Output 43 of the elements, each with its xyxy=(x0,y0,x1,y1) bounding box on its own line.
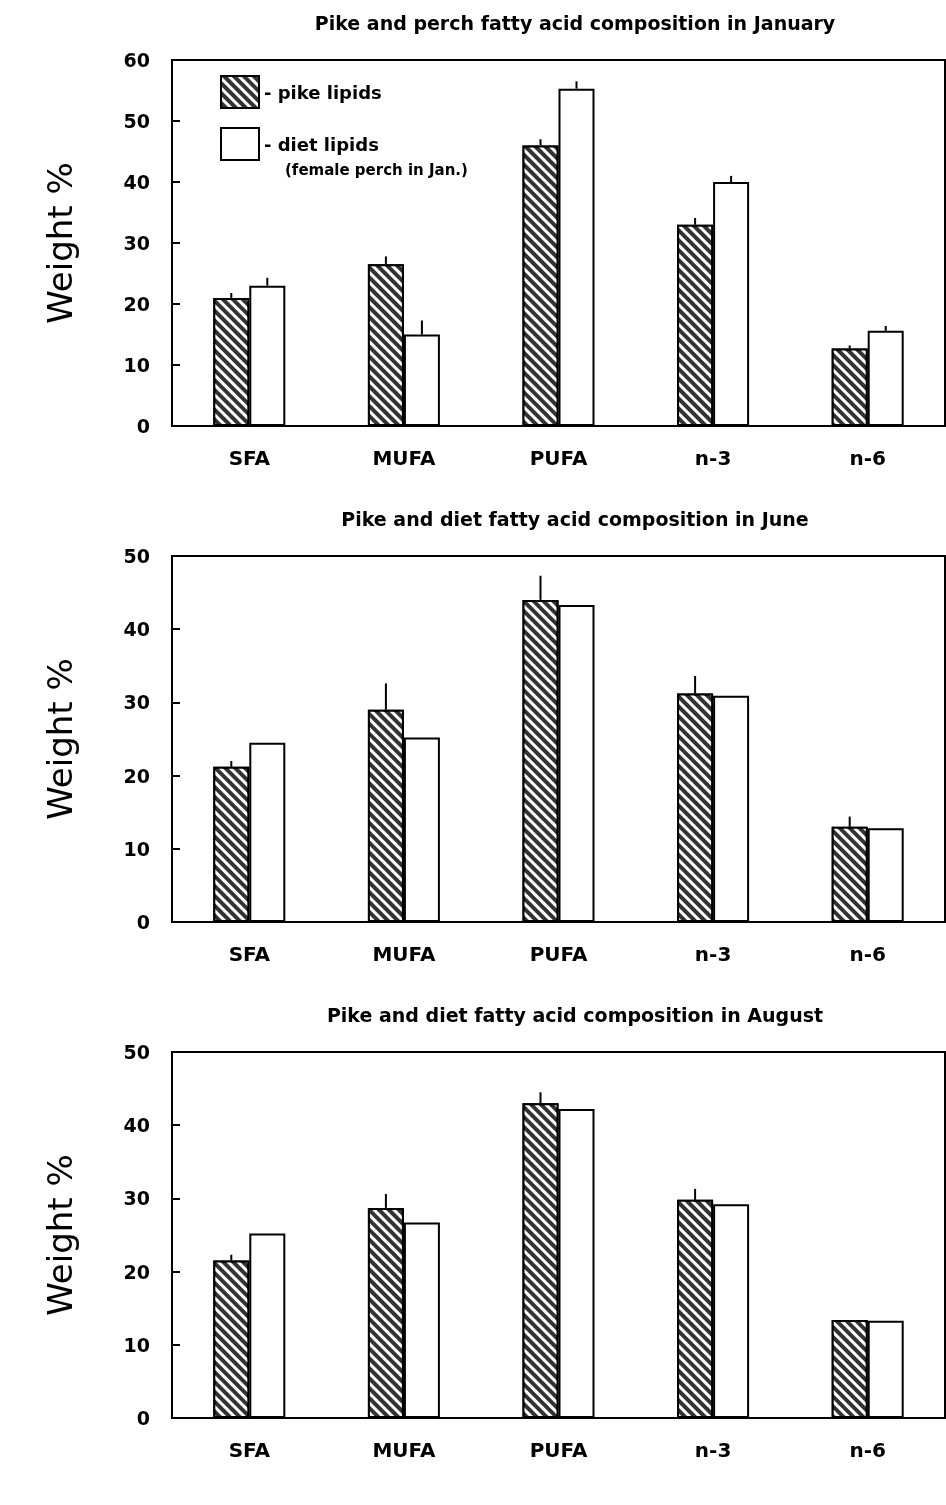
y-tick-label: 0 xyxy=(136,415,150,437)
y-tick-label: 50 xyxy=(123,1041,150,1063)
y-tick-label: 30 xyxy=(123,1187,150,1210)
y-tick-label: 10 xyxy=(123,837,150,860)
y-tick-label: 50 xyxy=(123,545,150,567)
y-tick-label: 50 xyxy=(123,110,150,132)
x-tick-label: n-6 xyxy=(849,446,886,470)
chart-title: Pike and perch fatty acid composition in January xyxy=(314,11,836,34)
y-tick-label: 0 xyxy=(136,1407,150,1429)
y-tick-label: 20 xyxy=(123,764,150,787)
y-tick-label: 10 xyxy=(123,1333,150,1356)
x-tick-label: n-6 xyxy=(849,942,886,966)
y-tick-label: 0 xyxy=(136,911,150,933)
y-tick-label: 20 xyxy=(123,1260,150,1283)
x-tick-label: MUFA xyxy=(372,1438,436,1462)
x-tick-label: SFA xyxy=(228,942,271,966)
legend-label: - diet lipids xyxy=(264,133,379,155)
y-tick-label: 60 xyxy=(123,49,150,71)
y-axis-title: Weight % xyxy=(40,1154,80,1316)
x-tick-label: n-3 xyxy=(694,942,732,966)
x-tick-label: n-6 xyxy=(849,1438,886,1462)
chart-title: Pike and diet fatty acid composition in August xyxy=(326,1003,824,1026)
y-tick-label: 40 xyxy=(123,618,150,641)
legend-label: - pike lipids xyxy=(264,81,382,103)
x-tick-label: PUFA xyxy=(529,942,588,966)
x-tick-label: MUFA xyxy=(372,446,436,470)
x-tick-label: n-3 xyxy=(694,446,732,470)
y-tick-label: 40 xyxy=(123,171,150,193)
x-tick-label: SFA xyxy=(228,446,271,470)
chart-title: Pike and diet fatty acid composition in June xyxy=(341,507,809,530)
y-axis-title: Weight % xyxy=(40,658,80,820)
y-axis-title: Weight % xyxy=(40,162,80,324)
y-tick-label: 10 xyxy=(123,354,150,376)
x-tick-label: SFA xyxy=(228,1438,271,1462)
y-tick-label: 40 xyxy=(123,1114,150,1137)
annotation: (female perch in Jan.) xyxy=(285,160,468,179)
x-tick-label: PUFA xyxy=(529,446,588,470)
y-tick-label: 30 xyxy=(123,232,150,254)
x-tick-label: n-3 xyxy=(694,1438,732,1462)
x-tick-label: MUFA xyxy=(372,942,436,966)
y-tick-label: 30 xyxy=(123,691,150,714)
x-tick-label: PUFA xyxy=(529,1438,588,1462)
y-tick-label: 20 xyxy=(123,293,150,315)
